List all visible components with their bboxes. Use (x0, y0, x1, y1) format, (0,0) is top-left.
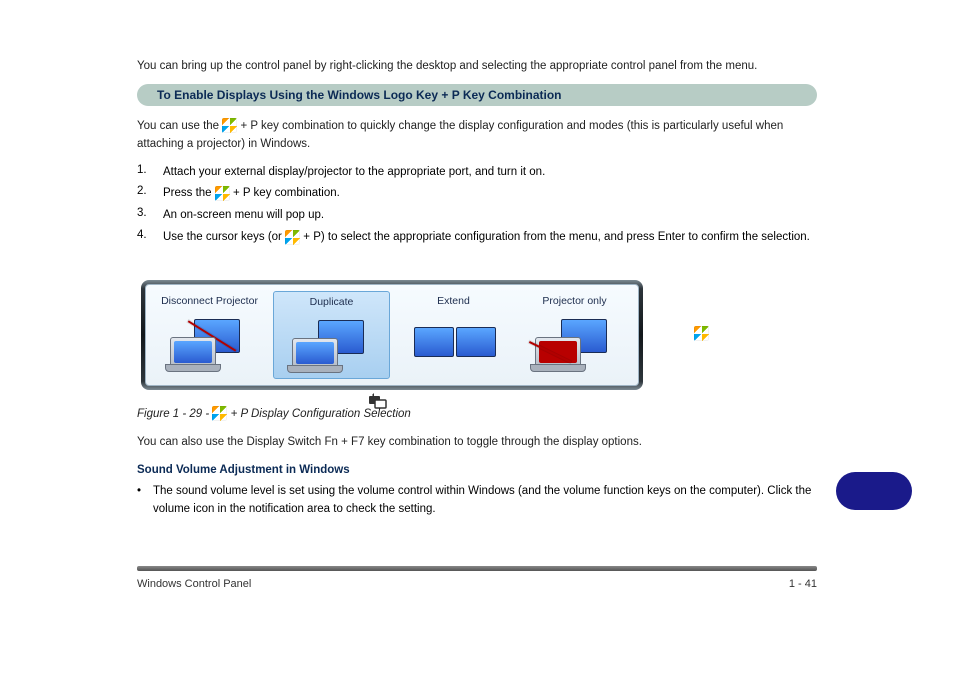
laptop-icon (292, 338, 338, 368)
step-3-number: 3. (137, 207, 153, 225)
option-projector-only-label: Projector only (542, 295, 606, 311)
figure-caption-text: Figure 1 - 29 - (137, 408, 212, 420)
laptop-icon (170, 337, 216, 367)
option-projector-only-graphic (517, 313, 632, 369)
section-heading-bar: To Enable Displays Using the Windows Log… (137, 84, 817, 106)
step-3-text: An on-screen menu will pop up. (163, 207, 817, 225)
step-2-number: 2. (137, 185, 153, 203)
monitor-icon (414, 327, 454, 357)
windows-logo-icon (212, 406, 227, 421)
windows-logo-icon (215, 186, 230, 201)
step-4-text-part2: + P) to select the appropriate configura… (303, 231, 810, 243)
footer-left-text: Windows Control Panel (137, 578, 251, 590)
step-4-number: 4. (137, 229, 153, 247)
option-disconnect-label: Disconnect Projector (161, 295, 258, 311)
footer-right-text: 1 - 41 (789, 578, 817, 590)
paragraph-1-prefix: You can use the (137, 120, 222, 132)
option-projector-only[interactable]: Projector only (517, 291, 632, 379)
option-extend[interactable]: Extend (396, 291, 511, 379)
page-indicator-pill (836, 472, 912, 510)
note-line: You can also use the Display Switch Fn +… (137, 434, 817, 452)
option-extend-label: Extend (437, 295, 470, 311)
sound-subheading: Sound Volume Adjustment in Windows (137, 462, 817, 480)
laptop-icon (535, 337, 581, 367)
section-heading-text: To Enable Displays Using the Windows Log… (157, 88, 562, 102)
step-2-prefix: Press the (163, 187, 215, 199)
step-1: 1. Attach your external display/projecto… (137, 164, 817, 182)
step-4-text: Use the cursor keys (or + P) to select t… (163, 229, 817, 247)
step-3: 3. An on-screen menu will pop up. (137, 207, 817, 225)
paragraph-1: You can use the + P key combination to q… (137, 118, 817, 154)
option-disconnect-projector[interactable]: Disconnect Projector (152, 291, 267, 379)
windows-logo-icon (222, 118, 237, 133)
option-disconnect-graphic (152, 313, 267, 369)
step-1-number: 1. (137, 164, 153, 182)
sound-bullet: The sound volume level is set using the … (137, 483, 817, 519)
intro-paragraph: You can bring up the control panel by ri… (137, 60, 817, 72)
figure-caption: Figure 1 - 29 - + P Display Configuratio… (137, 406, 657, 424)
option-duplicate-label: Duplicate (310, 296, 354, 312)
step-2-suffix: + P key combination. (233, 187, 340, 199)
figure-caption-text-2: + P Display Configuration Selection (231, 408, 411, 420)
display-mode-chooser-inner: Disconnect Projector Duplicate Extend Pr… (145, 284, 639, 386)
step-4-text-part: Use the cursor keys (or (163, 231, 285, 243)
step-2: 2. Press the + P key combination. (137, 185, 817, 203)
footer-divider (137, 566, 817, 571)
monitor-icon (456, 327, 496, 357)
step-4: 4. Use the cursor keys (or + P) to selec… (137, 229, 817, 247)
option-extend-graphic (396, 313, 511, 369)
footer-row: Windows Control Panel 1 - 41 (137, 578, 817, 590)
windows-logo-icon (694, 326, 709, 341)
option-duplicate[interactable]: Duplicate (273, 291, 390, 379)
option-duplicate-graphic (274, 314, 389, 370)
display-mode-chooser: Disconnect Projector Duplicate Extend Pr… (141, 280, 643, 390)
step-1-text: Attach your external display/projector t… (163, 164, 817, 182)
windows-logo-icon (285, 230, 300, 245)
step-2-text: Press the + P key combination. (163, 185, 817, 203)
